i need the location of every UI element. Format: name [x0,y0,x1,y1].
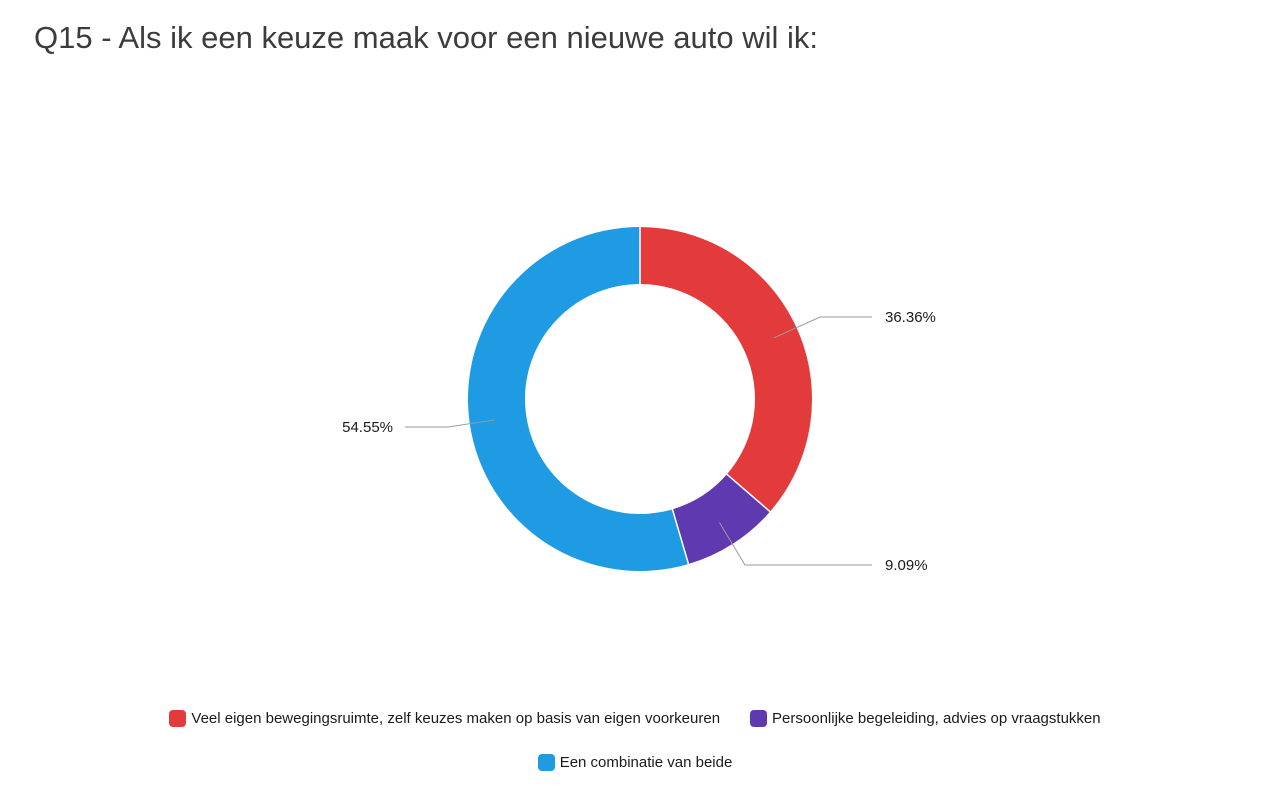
chart-title: Q15 - Als ik een keuze maak voor een nie… [34,20,819,55]
data-label: 54.55% [342,419,393,436]
legend-label: Een combinatie van beide [559,754,733,771]
leader-line [719,522,872,566]
legend: Veel eigen bewegingsruimte, zelf keuzes … [0,710,1270,727]
legend-row-2: Een combinatie van beide [0,754,1270,771]
legend-item-persoonlijke[interactable]: Persoonlijke begeleiding, advies op vraa… [750,710,1101,727]
slice-separator [725,473,772,513]
leader-line [773,316,872,339]
data-label: 36.36% [885,309,936,326]
legend-label: Veel eigen bewegingsruimte, zelf keuzes … [191,710,721,727]
donut-slice[interactable] [467,227,689,571]
legend-swatch [750,710,768,727]
data-label: 9.09% [885,557,928,574]
leader-line [405,419,495,428]
legend-item-veel-eigen[interactable]: Veel eigen bewegingsruimte, zelf keuzes … [169,710,720,727]
legend-swatch [537,754,555,771]
donut-slice[interactable] [640,227,813,512]
legend-item-combinatie[interactable]: Een combinatie van beide [537,754,733,771]
legend-label: Persoonlijke begeleiding, advies op vraa… [772,710,1101,727]
slice-separator [671,508,690,566]
legend-swatch [169,710,187,727]
donut-slice[interactable] [672,474,771,565]
